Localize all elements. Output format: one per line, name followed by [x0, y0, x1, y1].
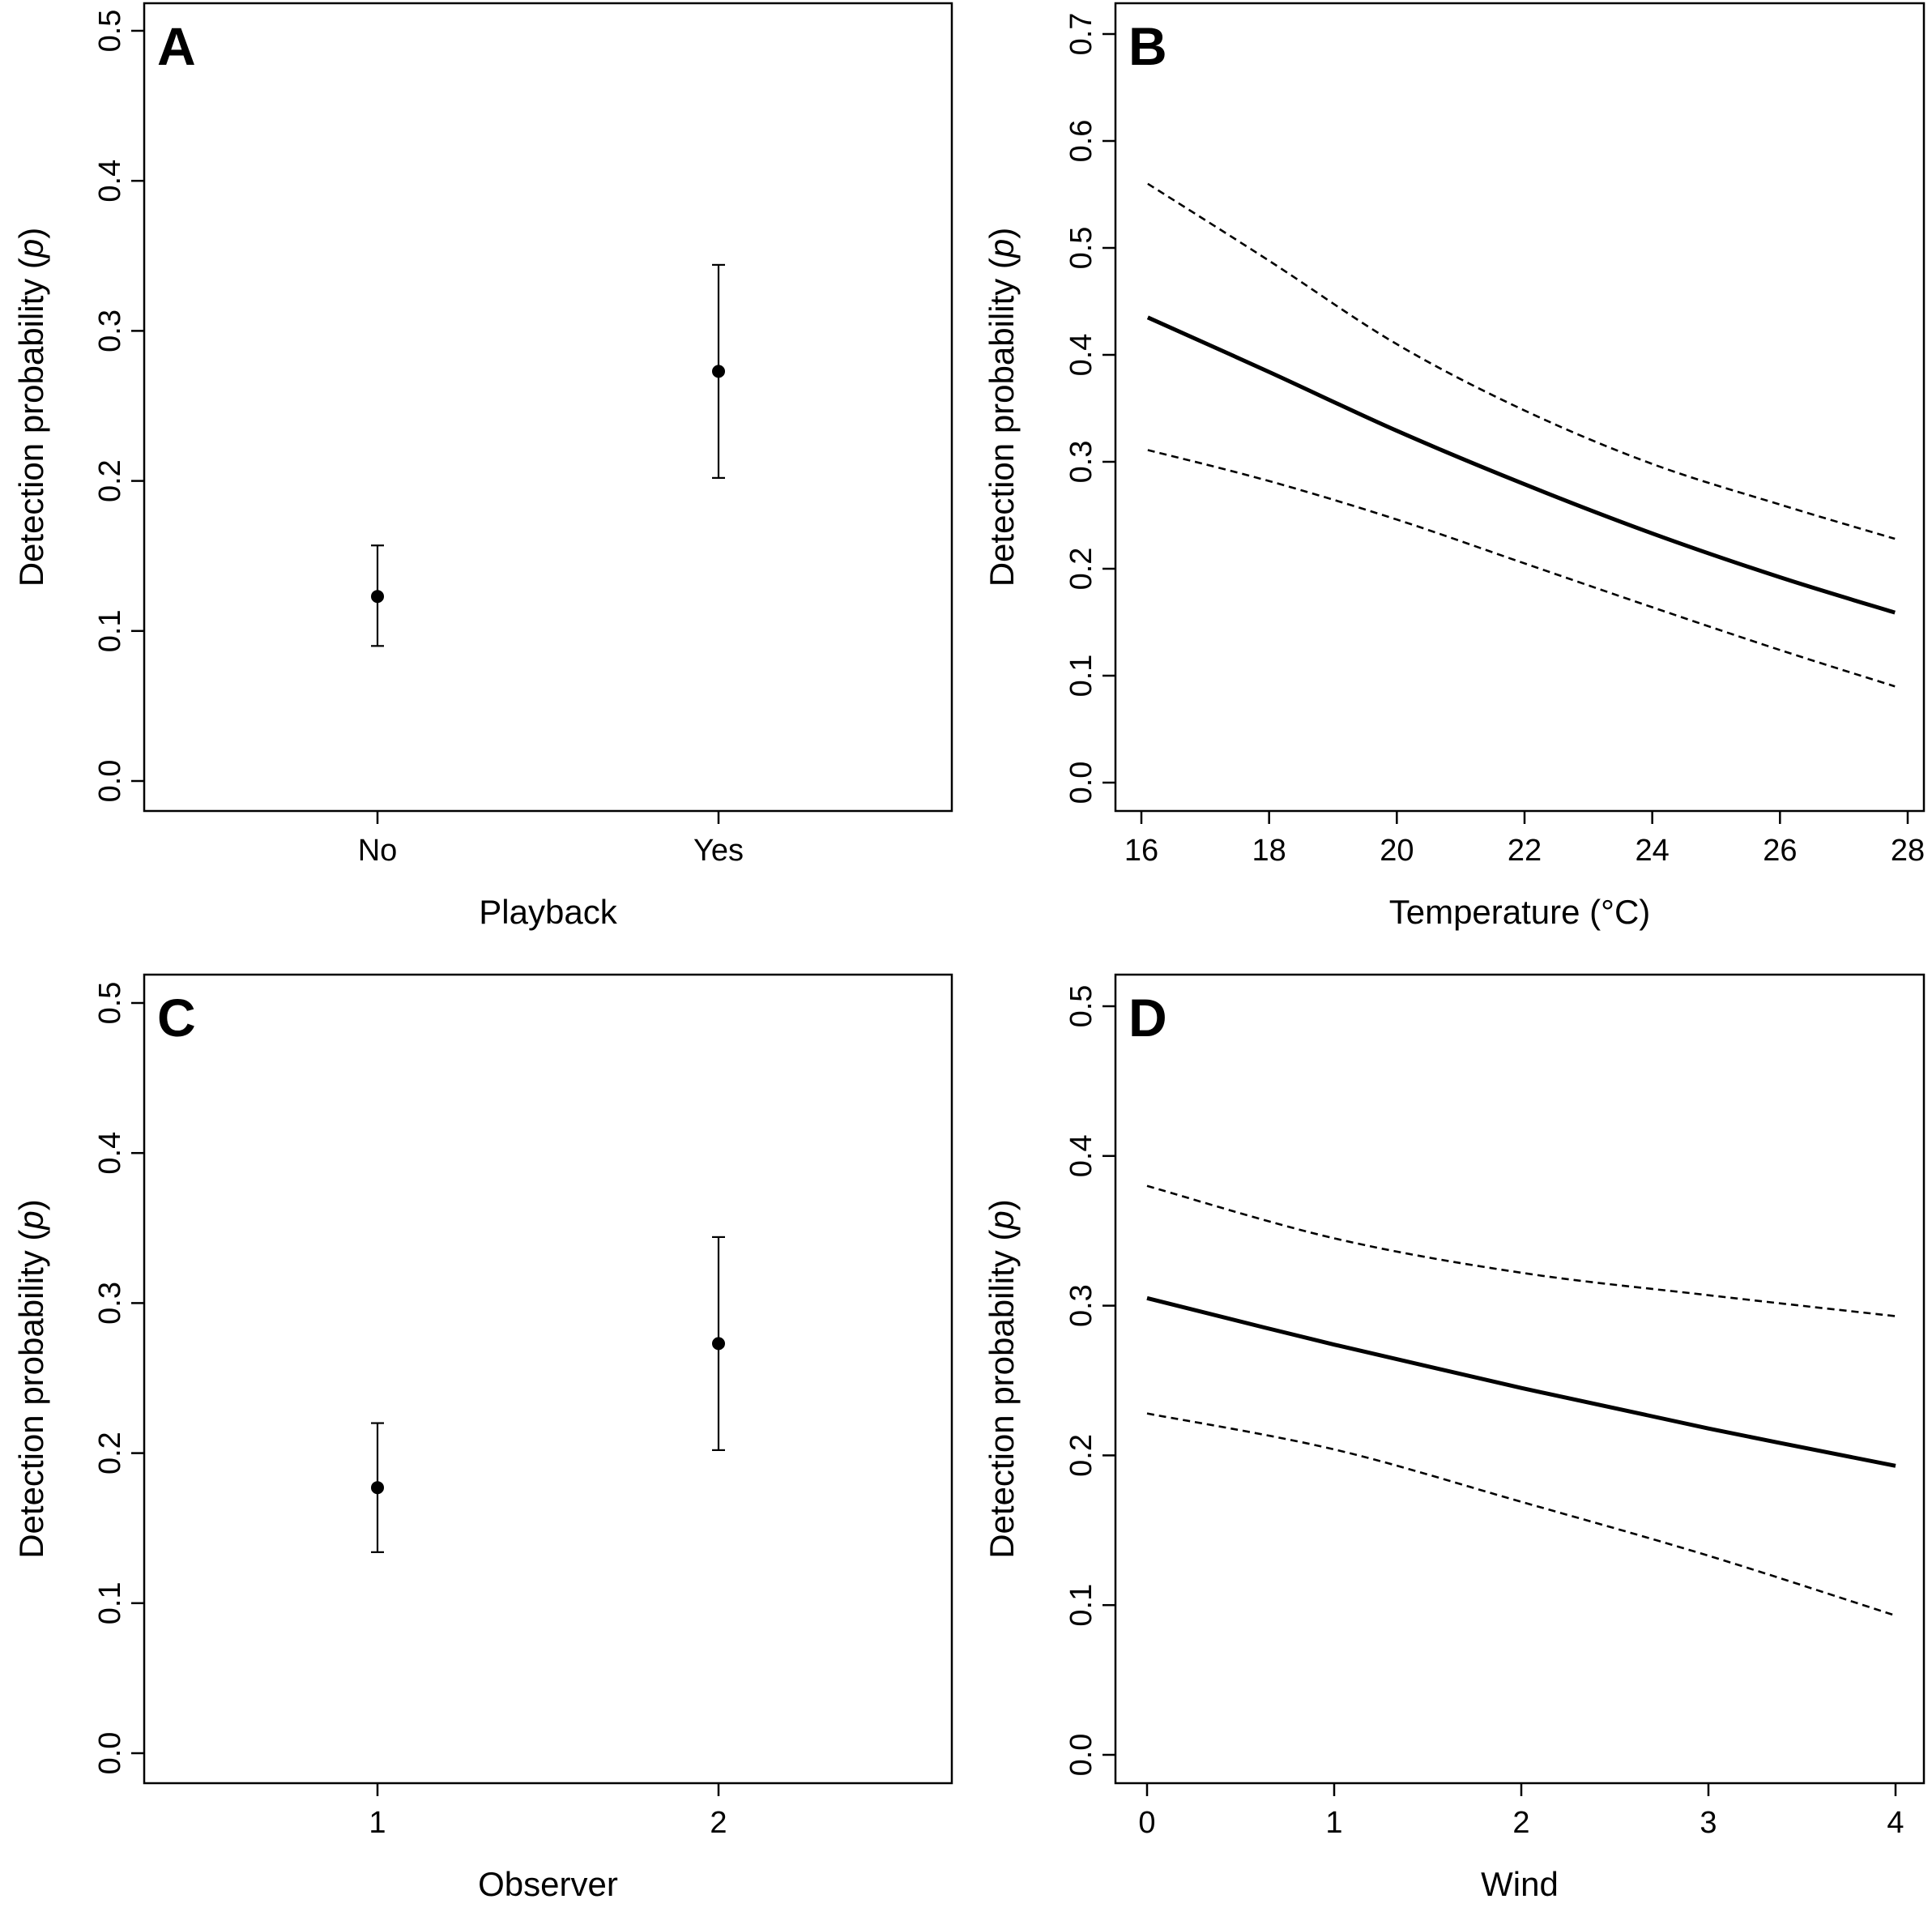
y-tick-label: 0.0 [1064, 1734, 1098, 1777]
chart-panel-b: B 0.0 0.1 0.2 0.3 0.4 0.5 0.6 0.7 Detection proba… [983, 2, 1926, 931]
x-tick-label: No [358, 834, 398, 868]
lower-ci-line [1147, 449, 1896, 688]
panel-letter: A [157, 16, 196, 76]
x-tick-label: 2 [1512, 1806, 1529, 1840]
plot-frame [143, 2, 953, 813]
x-axis-title: Observer [478, 1865, 618, 1903]
y-tick-label: 0.2 [1064, 1434, 1098, 1477]
x-tick-label: 2 [710, 1806, 727, 1840]
plot-frame [1114, 2, 1926, 813]
y-tick-label: 0.2 [93, 459, 127, 502]
y-tick-label: 0.4 [93, 160, 127, 203]
lower-ci-line [1146, 1412, 1896, 1617]
x-tick-label: 16 [1124, 834, 1158, 868]
y-axis-title: Detection probability (p) [983, 228, 1021, 587]
x-axis-title: Playback [479, 893, 617, 931]
y-tick-label: 0.3 [1064, 1284, 1098, 1327]
y-tick-label: 0.0 [1064, 762, 1098, 804]
data-point [712, 365, 725, 378]
y-tick-label: 0.0 [93, 760, 127, 803]
y-tick-label: 0.1 [93, 609, 127, 652]
y-tick-label: 0.5 [1064, 985, 1098, 1028]
y-tick-label: 0.3 [1064, 441, 1098, 484]
panel-letter: C [157, 988, 196, 1048]
y-tick-label: 0.6 [1064, 120, 1098, 163]
x-tick-label: 22 [1508, 834, 1542, 868]
x-tick-label: 28 [1891, 834, 1925, 868]
y-tick-label: 0.4 [1064, 1134, 1098, 1177]
y-axis-title: Detection probability (p) [983, 1199, 1021, 1559]
data-point [371, 590, 384, 604]
y-axis-title: Detection probability (p) [12, 228, 50, 587]
plot-frame [143, 973, 953, 1785]
x-tick-label: 3 [1700, 1806, 1717, 1840]
x-tick-label: 24 [1636, 834, 1670, 868]
fitted-line [1146, 1295, 1896, 1468]
y-tick-label: 0.7 [1064, 13, 1098, 56]
y-tick-label: 0.1 [93, 1581, 127, 1624]
y-tick-label: 0.0 [93, 1732, 127, 1775]
upper-ci-line [1146, 1184, 1896, 1317]
y-tick-label: 0.1 [1064, 655, 1098, 698]
y-tick-label: 0.2 [93, 1432, 127, 1475]
x-tick-label: 1 [369, 1806, 386, 1840]
x-tick-label: 18 [1252, 834, 1286, 868]
x-tick-label: 4 [1887, 1806, 1904, 1840]
y-tick-label: 0.4 [93, 1132, 127, 1175]
x-tick-label: 20 [1380, 834, 1414, 868]
x-tick-label: Yes [693, 834, 744, 868]
y-tick-label: 0.4 [1064, 334, 1098, 377]
x-tick-label: 0 [1138, 1806, 1155, 1840]
y-tick-label: 0.3 [93, 1282, 127, 1325]
upper-ci-line [1147, 182, 1896, 540]
x-tick-label: 1 [1325, 1806, 1342, 1840]
x-axis-title: Temperature (°C) [1389, 893, 1651, 931]
y-axis-title: Detection probability (p) [12, 1199, 50, 1559]
y-tick-label: 0.5 [93, 10, 127, 53]
fitted-line [1146, 315, 1896, 615]
plot-frame [1114, 973, 1926, 1785]
data-point [371, 1481, 384, 1495]
y-tick-label: 0.2 [1064, 548, 1098, 591]
chart-panel-c: C 0.0 0.1 0.2 0.3 0.4 0.5 Detection probability… [12, 973, 953, 1903]
panel-letter: D [1128, 988, 1167, 1048]
y-tick-label: 0.3 [93, 309, 127, 352]
panel-letter: B [1128, 16, 1167, 76]
x-tick-label: 26 [1763, 834, 1797, 868]
chart-panel-a: A 0.0 0.1 0.2 0.3 0.4 0.5 Detection probability… [12, 2, 953, 931]
x-axis-title: Wind [1481, 1865, 1559, 1903]
y-tick-label: 0.5 [1064, 227, 1098, 270]
y-tick-label: 0.1 [1064, 1584, 1098, 1627]
y-tick-label: 0.5 [93, 982, 127, 1025]
chart-panel-d: D 0.0 0.1 0.2 0.3 0.4 0.5 Detection probability… [983, 973, 1926, 1903]
data-point [712, 1337, 725, 1351]
